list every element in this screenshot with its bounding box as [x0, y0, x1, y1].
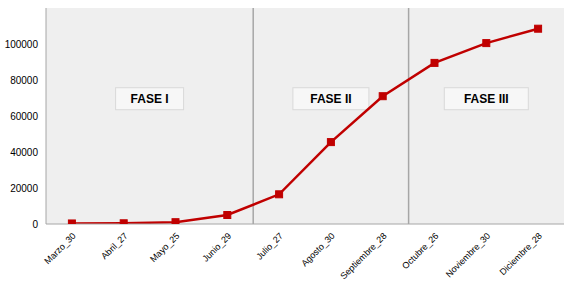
svg-text:Noviembre_30: Noviembre_30: [444, 231, 492, 279]
svg-text:Marzo_30: Marzo_30: [42, 231, 77, 266]
svg-text:0: 0: [32, 219, 38, 230]
svg-text:Junio_29: Junio_29: [200, 231, 233, 264]
svg-text:Julio_27: Julio_27: [254, 231, 285, 262]
svg-text:Octubre_26: Octubre_26: [400, 231, 440, 271]
svg-text:40000: 40000: [10, 147, 38, 158]
svg-text:20000: 20000: [10, 183, 38, 194]
svg-text:80000: 80000: [10, 75, 38, 86]
svg-text:Mayo_25: Mayo_25: [148, 231, 181, 264]
svg-text:FASE III: FASE III: [464, 92, 509, 106]
svg-text:60000: 60000: [10, 111, 38, 122]
svg-text:FASE I: FASE I: [131, 92, 169, 106]
svg-text:100000: 100000: [8, 39, 38, 50]
svg-text:Agosto_30: Agosto_30: [299, 231, 337, 269]
svg-text:Septiembre_28: Septiembre_28: [338, 231, 388, 281]
svg-text:FASE II: FASE II: [310, 92, 351, 106]
svg-text:Diciembre_28: Diciembre_28: [498, 231, 544, 277]
svg-text:Abril_27: Abril_27: [99, 231, 129, 261]
